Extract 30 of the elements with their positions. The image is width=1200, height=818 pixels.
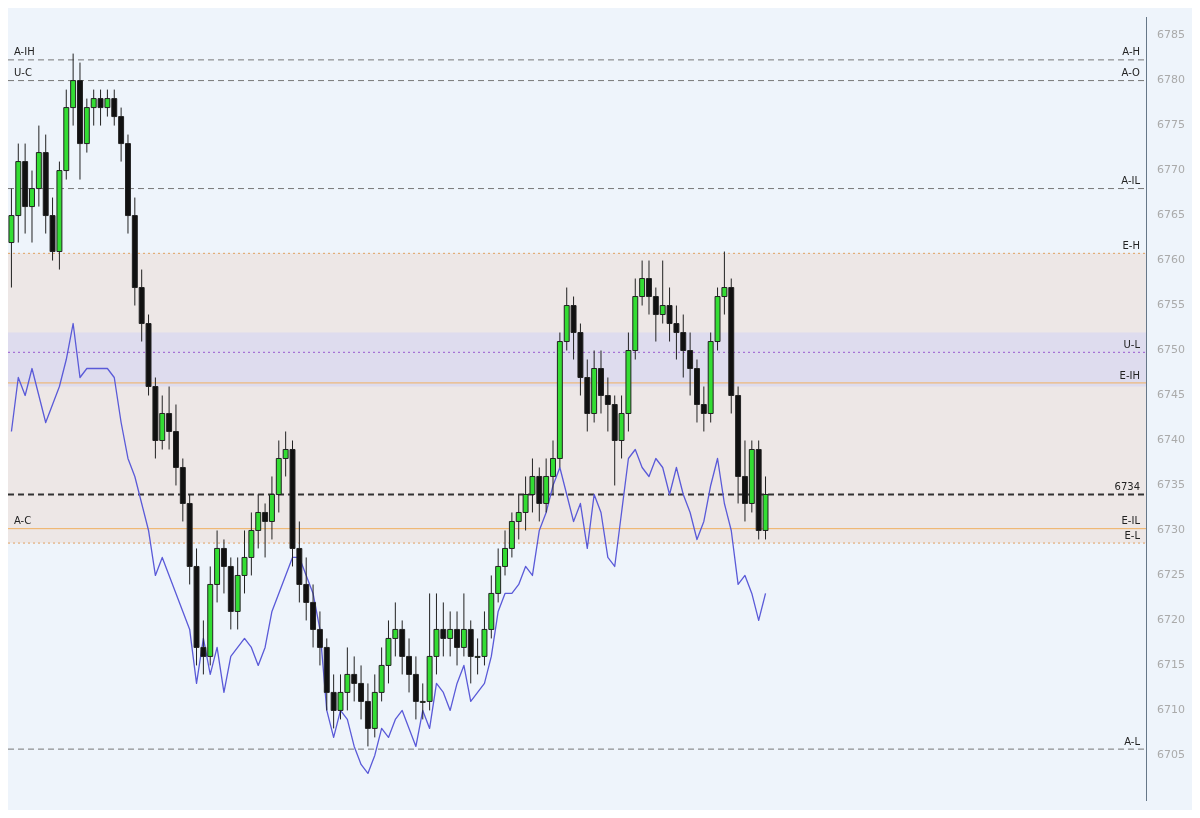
y-tick-label: 6785 (1157, 28, 1186, 42)
y-tick-label: 6770 (1157, 163, 1186, 177)
y-tick-label: 6725 (1157, 568, 1186, 582)
ref-line-label: A-IL (1121, 175, 1141, 187)
ref-line-label: E-L (1124, 529, 1141, 541)
y-tick-label: 6755 (1157, 298, 1186, 312)
ref-line-label: A-O (1121, 67, 1141, 79)
ref-line-label: E-IL (1121, 515, 1141, 527)
y-tick-label: 6710 (1157, 703, 1186, 717)
y-tick-label: 6720 (1157, 613, 1186, 627)
y-tick-label: 6760 (1157, 253, 1186, 267)
annotation: A-IH (14, 46, 35, 58)
y-tick-label: 6740 (1157, 433, 1186, 447)
ref-line-label: E-H (1122, 239, 1141, 251)
y-tick-label: 6745 (1157, 388, 1186, 402)
y-tick-label: 6780 (1157, 73, 1186, 87)
ref-line-label: A-H (1122, 46, 1141, 58)
ref-line-label: A-L (1124, 735, 1141, 747)
y-tick-label: 6775 (1157, 118, 1186, 132)
annotation: U-C (14, 67, 32, 79)
y-tick-label: 6765 (1157, 208, 1186, 222)
y-tick-label: 6735 (1157, 478, 1186, 492)
y-tick-label: 6715 (1157, 658, 1186, 672)
ref-line-label: E-IH (1119, 369, 1141, 381)
y-tick-label: 6730 (1157, 523, 1186, 537)
y-tick-label: 6750 (1157, 343, 1186, 357)
annotation: A-C (14, 515, 32, 527)
ref-line-label: U-L (1123, 338, 1141, 350)
y-tick-label: 6705 (1157, 748, 1186, 762)
ref-line-label: 6734 (1114, 481, 1141, 493)
